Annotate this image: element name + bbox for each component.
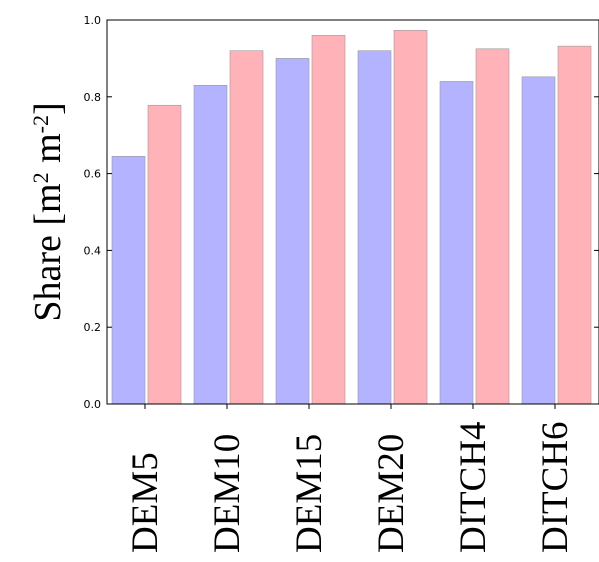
plot-frame <box>106 19 599 405</box>
bar-ditch4-series-2 <box>475 48 510 405</box>
bar-dem15-series-2 <box>311 35 346 405</box>
x-tick-label-dem20: DEM20 <box>371 434 412 553</box>
bar-dem5-series-2 <box>147 104 182 405</box>
x-tick-label-dem10: DEM10 <box>207 434 248 553</box>
y-tick-label: 0.0 <box>84 398 102 411</box>
y-tick-label: 1.0 <box>84 14 102 27</box>
y-tick-label: 0.8 <box>84 91 102 104</box>
bar-ditch6-series-1 <box>521 76 556 405</box>
bars-group <box>111 30 592 405</box>
bar-dem20-series-1 <box>357 50 392 405</box>
y-axis-title: Share [m2 m-2] <box>27 102 69 321</box>
x-axis: DEM5 DEM10 DEM15 DEM20 DITCH4 DITCH6 <box>125 404 576 553</box>
bar-dem20-series-2 <box>393 30 428 405</box>
y-tick-label: 0.6 <box>84 168 102 181</box>
bar-dem10-series-1 <box>193 84 228 405</box>
bar-dem10-series-2 <box>229 50 264 405</box>
y-tick-label: 0.4 <box>84 244 102 257</box>
x-tick-label-ditch6: DITCH6 <box>535 421 576 553</box>
y-axis: 0.0 0.2 0.4 0.6 0.8 1.0 <box>84 14 599 411</box>
x-tick-label-dem15: DEM15 <box>289 434 330 553</box>
x-tick-label-dem5: DEM5 <box>125 452 166 553</box>
y-tick-label: 0.2 <box>84 321 102 334</box>
bar-ditch6-series-2 <box>557 45 592 405</box>
bar-dem15-series-1 <box>275 58 310 405</box>
x-tick-label-ditch4: DITCH4 <box>453 421 494 553</box>
bar-ditch4-series-1 <box>439 81 474 405</box>
bar-dem5-series-1 <box>111 156 146 405</box>
